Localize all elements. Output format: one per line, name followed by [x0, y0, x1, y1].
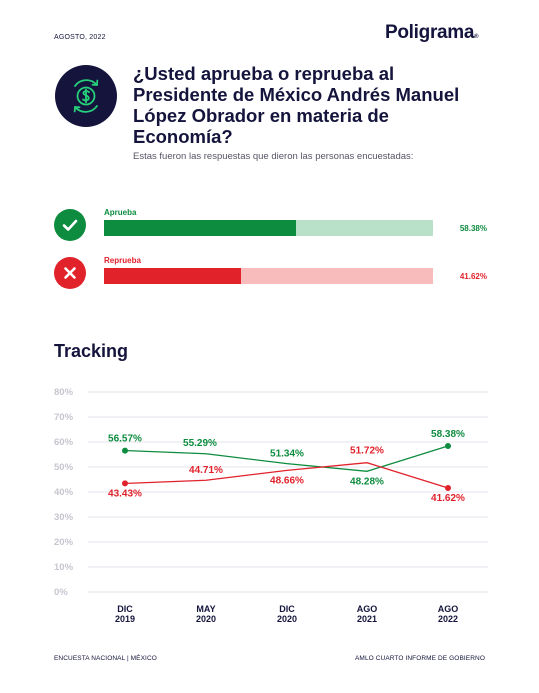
x-tick-label: AGO [438, 604, 459, 614]
x-icon [54, 257, 86, 289]
brand-logo: Poligrama® [385, 22, 479, 44]
data-point [122, 447, 128, 454]
data-label: 58.38% [431, 429, 465, 440]
series-line-aprueba [124, 445, 449, 472]
data-label: 55.29% [183, 438, 217, 449]
data-label: 48.66% [270, 475, 304, 486]
x-tick-label: 2019 [115, 614, 135, 624]
answer-bar-fill-reprueba [104, 268, 241, 284]
data-point [445, 484, 451, 491]
y-tick-label: 0% [54, 587, 68, 598]
footer-source: ENCUESTA NACIONAL | MÉXICO [54, 655, 157, 662]
data-label: 44.71% [189, 465, 223, 476]
data-point [445, 443, 451, 450]
data-label: 56.57% [108, 434, 142, 445]
answer-bar-reprueba [104, 268, 433, 284]
x-tick-label: 2020 [196, 614, 216, 624]
y-tick-label: 70% [54, 412, 74, 423]
x-tick-label: MAY [196, 604, 215, 614]
data-label: 51.34% [270, 449, 304, 460]
y-tick-label: 40% [54, 487, 74, 498]
check-icon [54, 209, 86, 241]
x-tick-label: 2021 [357, 614, 377, 624]
answer-value-aprueba: 58.38% [459, 224, 487, 233]
y-tick-label: 80% [54, 387, 74, 398]
survey-subtitle: Estas fueron las respuestas que dieron l… [133, 151, 414, 162]
y-tick-label: 30% [54, 512, 74, 523]
tracking-line-chart: 0%10%20%30%40%50%60%70%80%DIC2019MAY2020… [54, 387, 488, 624]
y-tick-label: 20% [54, 537, 74, 548]
data-point [122, 480, 128, 487]
y-tick-label: 10% [54, 562, 74, 573]
footer-report: AMLO CUARTO INFORME DE GOBIERNO [355, 655, 485, 662]
answer-bar-aprueba [104, 220, 433, 236]
data-label: 41.62% [431, 493, 465, 504]
brand-name: Poligrama [385, 22, 475, 43]
dollar-cycle-icon [55, 65, 117, 127]
y-tick-label: 60% [54, 437, 74, 448]
survey-question: ¿Usted aprueba o reprueba al Presidente … [133, 63, 460, 147]
x-tick-label: DIC [117, 604, 133, 614]
data-label: 51.72% [350, 446, 384, 457]
x-tick-label: DIC [279, 604, 295, 614]
data-label: 48.28% [350, 476, 384, 487]
answer-label-aprueba: Aprueba [104, 208, 137, 217]
chart-title: Tracking [54, 341, 129, 361]
series-line-reprueba [124, 462, 449, 489]
data-label: 43.43% [108, 488, 142, 499]
brand-suffix: ® [474, 34, 479, 40]
answer-bar-fill-aprueba [104, 220, 297, 236]
x-tick-label: 2022 [438, 614, 458, 624]
answer-label-reprueba: Reprueba [104, 256, 141, 265]
x-tick-label: AGO [357, 604, 378, 614]
y-tick-label: 50% [54, 462, 74, 473]
x-tick-label: 2020 [277, 614, 297, 624]
answer-value-reprueba: 41.62% [459, 272, 487, 281]
report-date: AGOSTO, 2022 [54, 34, 106, 41]
